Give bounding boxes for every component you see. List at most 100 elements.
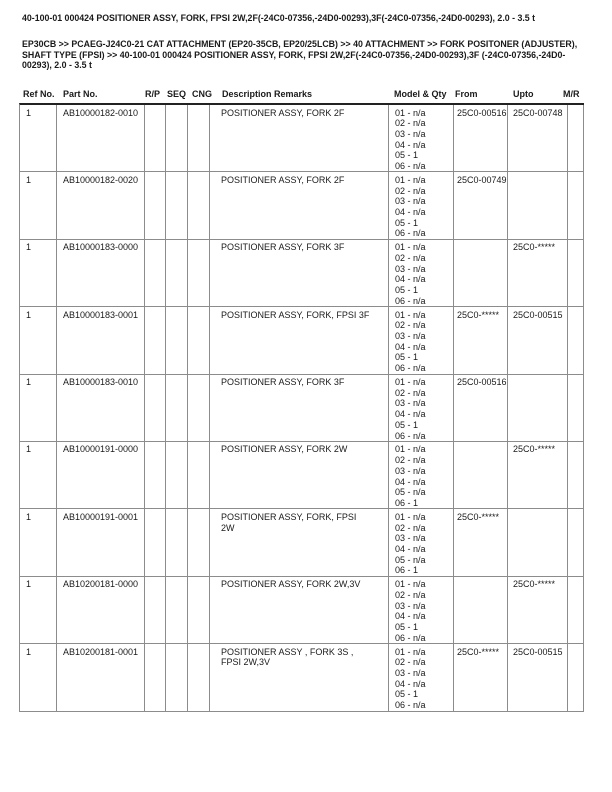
cell-upto (508, 374, 568, 442)
column-header-part-no: Part No. (63, 89, 98, 99)
cell-ref-no: 1 (20, 441, 57, 510)
cell-model-qty: 01 - n/a 02 - n/a 03 - n/a 04 - n/a 05 -… (389, 509, 454, 577)
cell-ref-no: 1 (20, 509, 57, 577)
cell-from (454, 576, 508, 645)
cell-seq (166, 307, 188, 375)
cell-description: POSITIONER ASSY, FORK 2W,3V (210, 576, 389, 645)
cell-description: POSITIONER ASSY, FORK, FPSI 3F (210, 307, 389, 375)
cell-description: POSITIONER ASSY, FORK 2F (210, 105, 389, 173)
cell-seq (166, 509, 188, 577)
table-header-row: Ref No. Part No. R/P SEQ CNG Description… (20, 89, 584, 99)
cell-rp (145, 172, 166, 240)
cell-description: POSITIONER ASSY, FORK 3F (210, 239, 389, 308)
cell-upto: 25C0-***** (508, 576, 568, 645)
cell-from: 25C0-***** (454, 509, 508, 577)
cell-rp (145, 509, 166, 577)
table-row: 1 AB10000182-0020 POSITIONER ASSY, FORK … (20, 172, 584, 240)
table-row: 1 AB10000191-0000 POSITIONER ASSY, FORK … (20, 441, 584, 510)
cell-cng (188, 307, 210, 375)
cell-upto: 25C0-00515 (508, 307, 568, 375)
cell-from (454, 441, 508, 510)
cell-model-qty: 01 - n/a 02 - n/a 03 - n/a 04 - n/a 05 -… (389, 239, 454, 308)
cell-model-qty: 01 - n/a 02 - n/a 03 - n/a 04 - n/a 05 -… (389, 576, 454, 645)
cell-model-qty: 01 - n/a 02 - n/a 03 - n/a 04 - n/a 05 -… (389, 172, 454, 240)
column-header-mr: M/R (563, 89, 580, 99)
column-header-rp: R/P (145, 89, 161, 99)
cell-upto (508, 509, 568, 577)
cell-description: POSITIONER ASSY, FORK, FPSI 2W (210, 509, 389, 577)
cell-cng (188, 172, 210, 240)
cell-description: POSITIONER ASSY, FORK 3F (210, 374, 389, 442)
cell-model-qty: 01 - n/a 02 - n/a 03 - n/a 04 - n/a 05 -… (389, 307, 454, 375)
table-row: 1 AB10000182-0010 POSITIONER ASSY, FORK … (20, 105, 584, 173)
cell-seq (166, 239, 188, 308)
cell-cng (188, 441, 210, 510)
cell-from (454, 239, 508, 308)
cell-description: POSITIONER ASSY, FORK 2F (210, 172, 389, 240)
cell-rp (145, 576, 166, 645)
column-header-cng: CNG (192, 89, 212, 99)
cell-model-qty: 01 - n/a 02 - n/a 03 - n/a 04 - n/a 05 -… (389, 441, 454, 510)
cell-model-qty: 01 - n/a 02 - n/a 03 - n/a 04 - n/a 05 -… (389, 105, 454, 173)
table-row: 1 AB10200181-0000 POSITIONER ASSY, FORK … (20, 576, 584, 645)
cell-ref-no: 1 (20, 105, 57, 173)
cell-ref-no: 1 (20, 307, 57, 375)
page-title: 40-100-01 000424 POSITIONER ASSY, FORK, … (22, 13, 536, 23)
cell-mr (568, 105, 584, 173)
cell-part-no: AB10000191-0000 (57, 441, 145, 510)
cell-from: 25C0-00516 (454, 374, 508, 442)
cell-ref-no: 1 (20, 576, 57, 645)
cell-cng (188, 105, 210, 173)
cell-upto (508, 172, 568, 240)
cell-model-qty: 01 - n/a 02 - n/a 03 - n/a 04 - n/a 05 -… (389, 374, 454, 442)
cell-mr (568, 172, 584, 240)
column-header-ref-no: Ref No. (23, 89, 55, 99)
cell-mr (568, 441, 584, 510)
cell-seq (166, 644, 188, 712)
table-row: 1 AB10000191-0001 POSITIONER ASSY, FORK,… (20, 509, 584, 577)
cell-part-no: AB10000183-0001 (57, 307, 145, 375)
cell-cng (188, 509, 210, 577)
cell-upto: 25C0-***** (508, 441, 568, 510)
cell-part-no: AB10000191-0001 (57, 509, 145, 577)
column-header-model-qty: Model & Qty (394, 89, 447, 99)
cell-from: 25C0-00749 (454, 172, 508, 240)
cell-part-no: AB10200181-0000 (57, 576, 145, 645)
cell-upto: 25C0-00748 (508, 105, 568, 173)
cell-ref-no: 1 (20, 374, 57, 442)
cell-part-no: AB10000183-0000 (57, 239, 145, 308)
cell-seq (166, 374, 188, 442)
cell-rp (145, 374, 166, 442)
cell-mr (568, 644, 584, 712)
cell-part-no: AB10200181-0001 (57, 644, 145, 712)
cell-seq (166, 172, 188, 240)
cell-upto: 25C0-***** (508, 239, 568, 308)
table-row: 1 AB10200181-0001 POSITIONER ASSY , FORK… (20, 644, 584, 712)
cell-ref-no: 1 (20, 172, 57, 240)
cell-from: 25C0-***** (454, 644, 508, 712)
cell-description: POSITIONER ASSY, FORK 2W (210, 441, 389, 510)
cell-part-no: AB10000182-0010 (57, 105, 145, 173)
column-header-from: From (455, 89, 478, 99)
cell-mr (568, 576, 584, 645)
cell-rp (145, 239, 166, 308)
cell-mr (568, 307, 584, 375)
parts-table: 1 AB10000182-0010 POSITIONER ASSY, FORK … (19, 103, 584, 712)
cell-rp (145, 307, 166, 375)
breadcrumb: EP30CB >> PCAEG-J24C0-21 CAT ATTACHMENT … (22, 39, 578, 71)
cell-seq (166, 105, 188, 173)
cell-seq (166, 576, 188, 645)
cell-mr (568, 509, 584, 577)
table-row: 1 AB10000183-0010 POSITIONER ASSY, FORK … (20, 374, 584, 442)
table-row: 1 AB10000183-0001 POSITIONER ASSY, FORK,… (20, 307, 584, 375)
cell-from: 25C0-***** (454, 307, 508, 375)
cell-rp (145, 441, 166, 510)
cell-cng (188, 239, 210, 308)
cell-ref-no: 1 (20, 239, 57, 308)
cell-upto: 25C0-00515 (508, 644, 568, 712)
cell-part-no: AB10000182-0020 (57, 172, 145, 240)
cell-description: POSITIONER ASSY , FORK 3S , FPSI 2W,3V (210, 644, 389, 712)
cell-cng (188, 644, 210, 712)
cell-cng (188, 576, 210, 645)
